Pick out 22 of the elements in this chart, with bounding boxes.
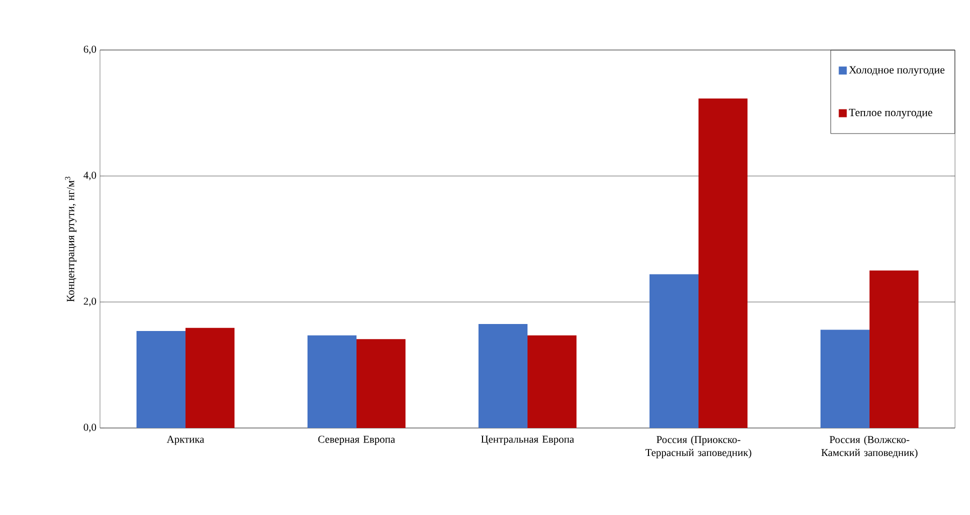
legend-label: Теплое полугодие bbox=[848, 108, 932, 118]
y-tick-label: 4,0 bbox=[84, 172, 96, 180]
bar bbox=[478, 324, 528, 428]
y-tick-label: 6,0 bbox=[84, 46, 96, 54]
x-tick-label: Россия (Приокско-Террасный заповедник) bbox=[645, 436, 752, 458]
bar bbox=[136, 330, 186, 428]
x-tick-label: Арктика bbox=[166, 436, 204, 445]
bar bbox=[870, 270, 919, 428]
x-tick-label: Центральная Европа bbox=[481, 436, 574, 445]
x-tick-label: Россия (Волжско-Камский заповедник) bbox=[821, 436, 918, 458]
y-tick-label: 2,0 bbox=[84, 298, 96, 306]
bar bbox=[356, 339, 406, 428]
bar bbox=[186, 328, 235, 428]
y-axis-title: Концентрация ртути, нг/м$^{3}$ bbox=[65, 176, 77, 302]
bar bbox=[308, 335, 357, 428]
bar bbox=[528, 335, 577, 428]
x-tick-label: Северная Европа bbox=[318, 436, 396, 445]
legend-label: Холодное полугодие bbox=[849, 66, 944, 76]
bar bbox=[820, 330, 870, 428]
bar bbox=[698, 98, 748, 428]
bar bbox=[650, 274, 699, 428]
y-tick-label: 0,0 bbox=[84, 424, 96, 432]
